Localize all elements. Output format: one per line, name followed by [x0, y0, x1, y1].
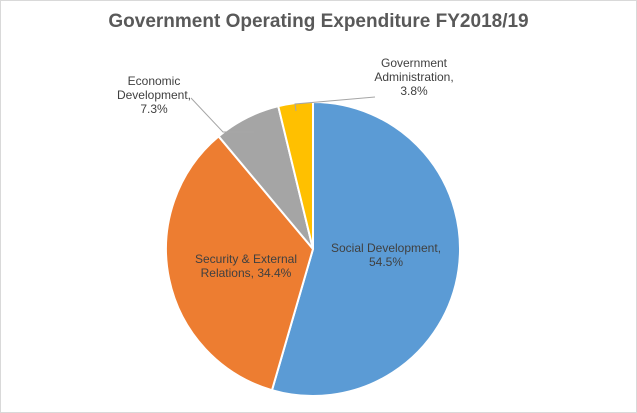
- chart-title: Government Operating Expenditure FY2018/…: [108, 11, 529, 32]
- pie-slice-security-and-external-relations: [165, 134, 315, 392]
- leader-line-economic-development: [190, 97, 254, 133]
- data-label-government-administration: Government Administration, 3.8%: [374, 56, 453, 98]
- leader-line-government-administration: [294, 96, 376, 112]
- pie-slice-social-development: [270, 100, 461, 397]
- data-label-social-development: Social Development, 54.5%: [331, 241, 441, 269]
- data-label-security-and-external-relations: Security & External Relations, 34.4%: [195, 252, 297, 280]
- data-label-economic-development: Economic Development, 7.3%: [117, 74, 191, 116]
